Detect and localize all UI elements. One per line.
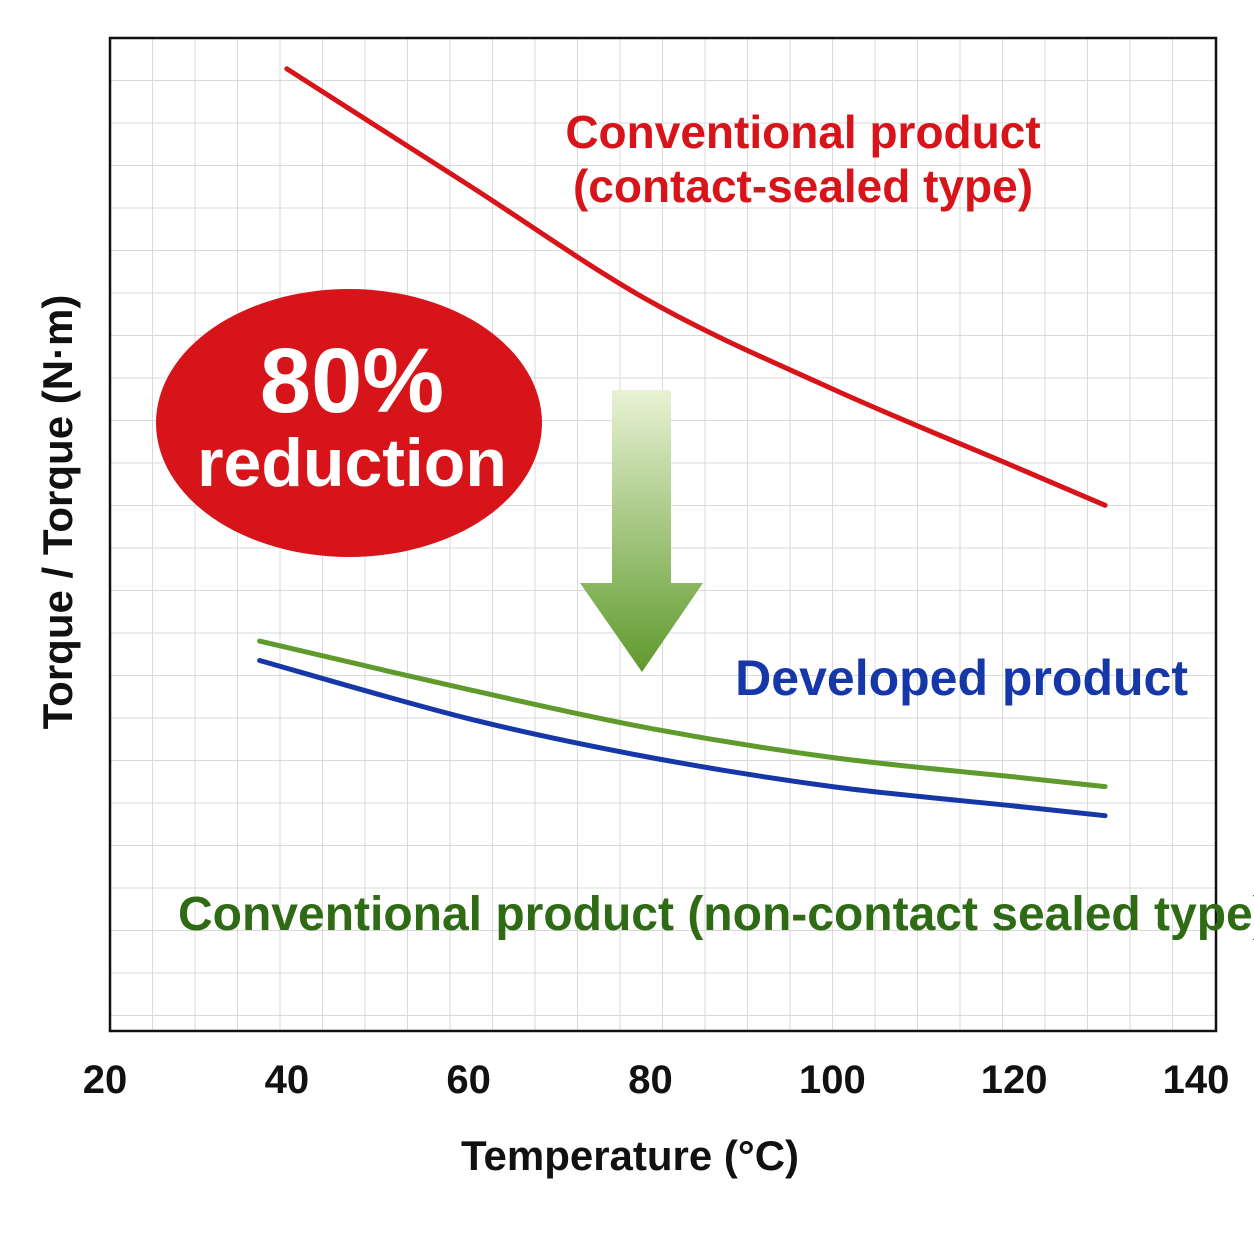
reduction-badge-percent: 80%	[260, 330, 444, 432]
x-tick-label: 120	[981, 1058, 1048, 1102]
x-tick-label: 20	[83, 1058, 128, 1102]
series-label-non-contact-sealed: Conventional product (non-contact sealed…	[178, 888, 1254, 941]
reduction-badge: 80% reduction	[156, 289, 542, 557]
reduction-badge-ellipse	[156, 289, 542, 557]
x-tick-label: 60	[446, 1058, 491, 1102]
x-tick-label: 80	[628, 1058, 673, 1102]
series-line-non-contact-sealed	[257, 638, 1108, 790]
y-axis-title: Torque / Torque (N·m)	[34, 295, 81, 730]
x-tick-label: 140	[1163, 1058, 1230, 1102]
series-line-contact-sealed	[284, 66, 1108, 508]
series-label-developed: Developed product	[735, 650, 1188, 706]
down-arrow-icon	[580, 390, 703, 672]
x-tick-label: 100	[799, 1058, 866, 1102]
series-label-contact-sealed-line1: Conventional product	[565, 106, 1040, 158]
series-label-contact-sealed-line2: (contact-sealed type)	[573, 160, 1033, 212]
x-axis-title: Temperature (°C)	[461, 1132, 799, 1179]
series-layer	[257, 66, 1108, 819]
x-axis-ticks: 20 40 60 80 100 120 140	[83, 1058, 1230, 1102]
series-line-developed	[257, 658, 1108, 819]
x-tick-label: 40	[265, 1058, 310, 1102]
plot-frame	[108, 36, 1218, 1033]
reduction-badge-word: reduction	[197, 425, 507, 501]
